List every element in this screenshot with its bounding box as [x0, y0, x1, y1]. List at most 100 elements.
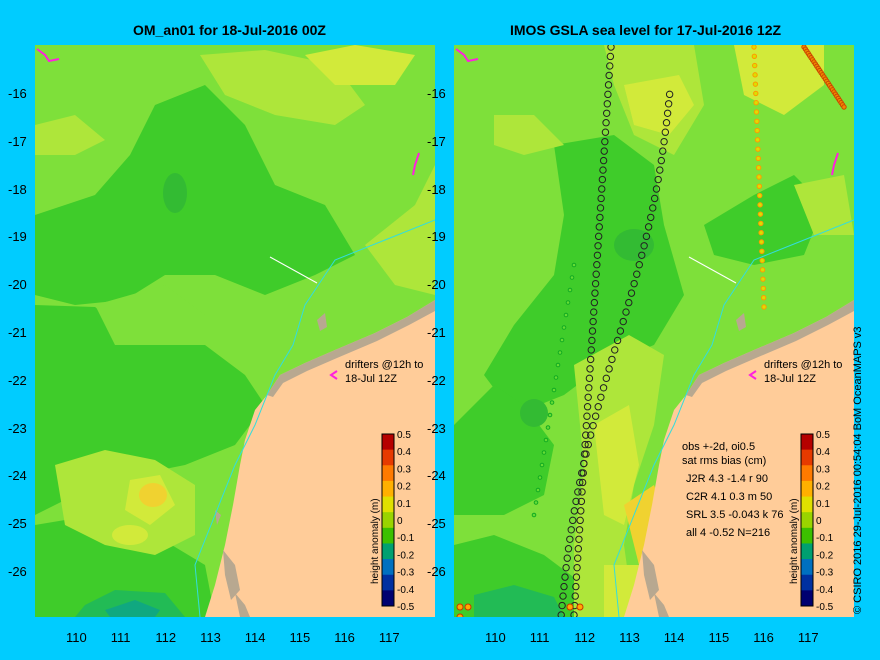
colorbar-tick-label: 0.4: [397, 447, 411, 458]
longitude-tick-label: 117: [797, 630, 819, 645]
colorbar-swatch: [801, 449, 813, 466]
track-observation: [613, 336, 622, 345]
track-observation: [633, 270, 641, 278]
drifter-track: [36, 48, 60, 63]
track-observation: [572, 497, 580, 506]
peak-anomaly-region: [139, 483, 167, 507]
latitude-tick-label: -26: [8, 564, 27, 579]
track-observation: [590, 308, 598, 316]
colorbar-tick-label: 0.4: [816, 447, 830, 458]
low-anomaly-region: [35, 515, 215, 617]
colorbar-tick-label: 0.2: [816, 482, 830, 493]
latitude-tick-label: -16: [8, 86, 27, 101]
high-anomaly-region: [794, 175, 854, 235]
colorbar-border: [800, 433, 814, 607]
colorbar-tick-label: 0.5: [397, 430, 411, 441]
track-observation: [585, 384, 593, 392]
high-anomaly-region: [365, 165, 435, 295]
colorbar-tick-label: -0.1: [816, 533, 834, 544]
track-observation: [756, 183, 763, 189]
drifters-label-line2: 18-Jul 12Z: [345, 373, 397, 385]
track-observation: [754, 127, 760, 134]
track-observation: [596, 213, 604, 222]
track-observation: [565, 300, 571, 305]
colorbar-tick-label: 0: [397, 516, 403, 527]
coastal-reef: [267, 300, 435, 397]
track-observation: [607, 45, 615, 51]
track-observation: [578, 469, 586, 477]
track-observation: [752, 62, 758, 69]
track-observation: [662, 119, 671, 127]
track-observation: [535, 487, 541, 493]
australia-land: [205, 300, 435, 617]
higher-anomaly-region: [594, 405, 639, 525]
track-observation: [757, 211, 764, 217]
latitude-tick-label: -18: [8, 181, 27, 197]
track-observation: [553, 375, 559, 380]
longitude-tick-label: 117: [378, 630, 400, 645]
track-observation: [537, 475, 543, 480]
latitude-tick-label: -17: [427, 133, 446, 149]
longitude-tick-label: 114: [244, 630, 266, 645]
colorbar-tick-label: 0.1: [816, 499, 830, 510]
track-observation: [758, 220, 764, 227]
track-observation: [539, 462, 545, 468]
colorbar-tick-label: 0.1: [397, 499, 411, 510]
track-observation: [563, 312, 569, 318]
longitude-tick-label: 113: [200, 630, 221, 645]
colorbar-tick-label: -0.5: [397, 602, 415, 613]
longitude-tick-label: 113: [619, 630, 640, 645]
higher-anomaly-region: [305, 45, 415, 85]
track-observation: [754, 137, 761, 143]
track-observation: [533, 500, 539, 505]
track-observation: [567, 526, 575, 534]
track-observation: [597, 393, 605, 401]
high-anomaly-region: [35, 115, 105, 155]
track-observation: [659, 147, 667, 155]
track-observation: [591, 289, 599, 297]
latitude-tick-label: -21: [8, 325, 27, 340]
latitude-tick-label: -17: [8, 133, 27, 149]
colorbar-tick-label: -0.2: [816, 550, 834, 561]
track-observation: [751, 53, 758, 59]
track-observation: [586, 431, 595, 439]
track-observation: [571, 592, 579, 600]
colorbar-swatch: [382, 480, 394, 498]
stats-row-c2r: C2R 4.1 0.3 m 50: [686, 491, 772, 503]
track-observation: [591, 412, 600, 420]
latitude-tick-label: -19: [427, 229, 446, 245]
track-observation: [760, 295, 767, 301]
track-observation: [593, 251, 602, 259]
latitude-tick-label: -25: [427, 516, 446, 532]
longitude-tick-label: 111: [529, 630, 550, 645]
latitude-tick-label: -18: [427, 181, 446, 197]
track-observation: [754, 118, 760, 124]
track-observation: [608, 355, 616, 364]
track-observation: [841, 104, 847, 110]
left-colorbar: 0.5 0.4 0.3 0.2 0.1 0 -0.1 -0.2 -0.3 -0.4 -0.5 heig…: [370, 430, 415, 613]
colorbar-swatch: [801, 465, 813, 482]
track-observation: [587, 346, 595, 354]
track-observation: [575, 526, 584, 534]
track-observation: [563, 554, 571, 562]
track-observation: [752, 81, 759, 87]
track-observation: [642, 232, 651, 241]
colorbar-swatch: [382, 559, 394, 576]
latitude-tick-label: -22: [8, 372, 27, 388]
colorbar-title: height anomaly (m): [789, 498, 800, 584]
track-observation: [598, 185, 606, 193]
track-observation: [576, 516, 584, 525]
track-observation: [574, 545, 583, 553]
track-observation: [589, 317, 597, 326]
track-observation: [600, 147, 608, 155]
field-patch: [95, 285, 205, 345]
track-observation: [531, 512, 537, 518]
longitude-tick-label: 116: [753, 630, 774, 645]
colorbar-tick-label: 0: [816, 516, 822, 527]
colorbar-tick-label: -0.3: [397, 568, 415, 579]
peninsula: [654, 593, 669, 617]
track-observation: [586, 355, 595, 364]
track-observation: [604, 81, 613, 89]
colorbar-tick-label: 0.2: [397, 482, 411, 493]
low-anomaly-region: [35, 85, 355, 305]
